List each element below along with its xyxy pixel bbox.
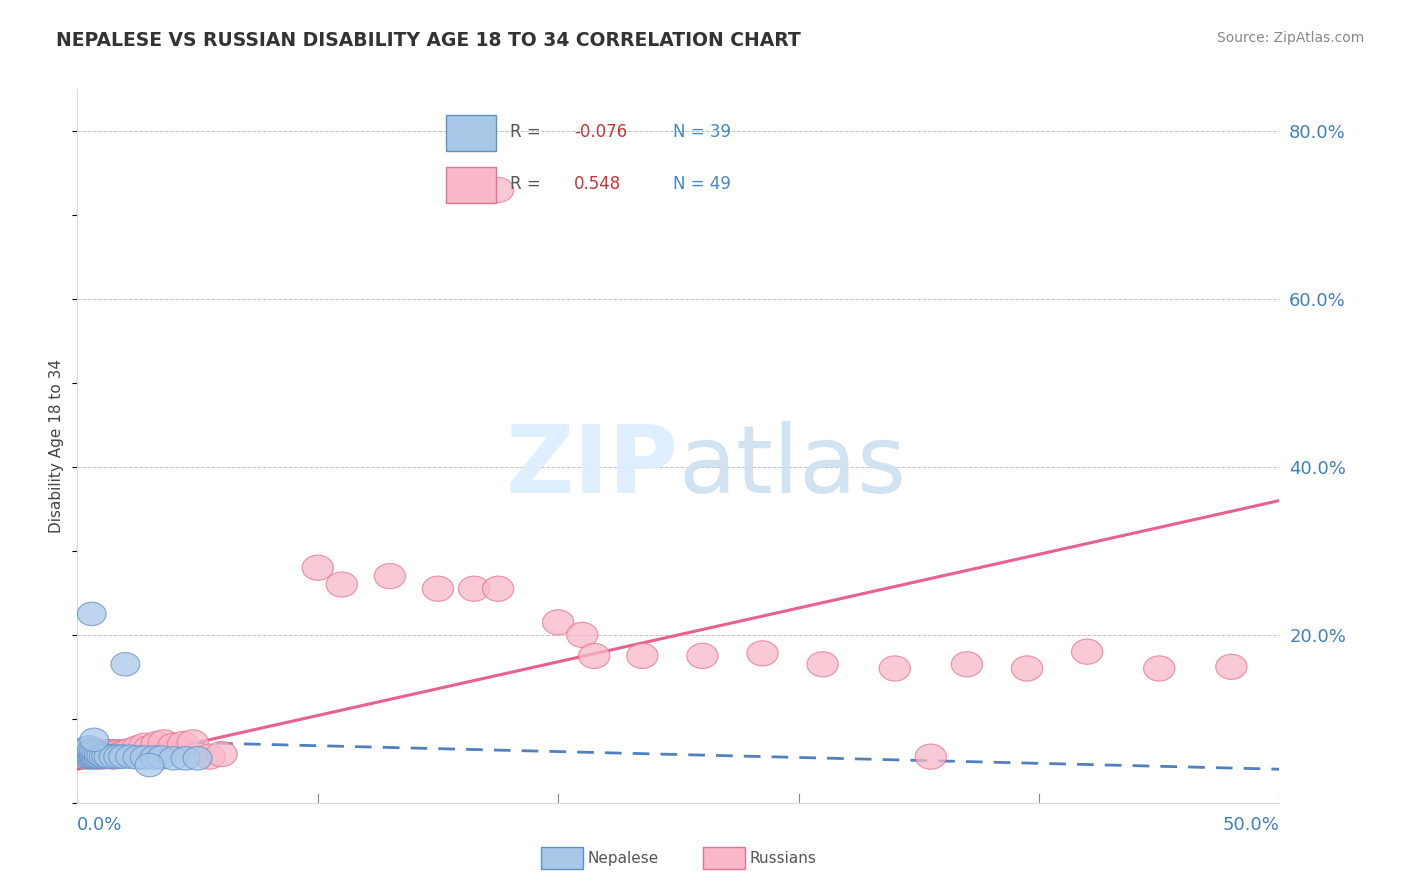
Ellipse shape [141,731,173,756]
Text: 0.0%: 0.0% [77,816,122,834]
Ellipse shape [148,730,180,755]
Ellipse shape [90,745,118,768]
Ellipse shape [482,576,513,601]
Ellipse shape [75,739,104,763]
Ellipse shape [579,643,610,668]
Ellipse shape [67,740,97,764]
Ellipse shape [80,742,108,766]
Ellipse shape [183,747,212,770]
Ellipse shape [458,576,489,601]
Ellipse shape [1011,656,1043,681]
Text: 50.0%: 50.0% [1223,816,1279,834]
Ellipse shape [205,741,238,767]
Ellipse shape [159,747,188,770]
Ellipse shape [1216,654,1247,680]
Ellipse shape [75,736,104,759]
Ellipse shape [84,742,114,766]
Ellipse shape [194,744,225,769]
Ellipse shape [148,746,176,769]
Ellipse shape [108,745,138,768]
Ellipse shape [422,576,454,601]
Ellipse shape [157,733,190,758]
Ellipse shape [76,744,107,769]
Ellipse shape [73,739,105,765]
Ellipse shape [807,652,838,677]
Ellipse shape [374,564,405,589]
Ellipse shape [79,741,110,767]
Text: Source: ZipAtlas.com: Source: ZipAtlas.com [1216,31,1364,45]
Ellipse shape [77,745,107,768]
Ellipse shape [167,731,198,756]
Ellipse shape [135,753,165,777]
Ellipse shape [69,741,100,767]
Ellipse shape [77,739,107,763]
Text: NEPALESE VS RUSSIAN DISABILITY AGE 18 TO 34 CORRELATION CHART: NEPALESE VS RUSSIAN DISABILITY AGE 18 TO… [56,31,801,50]
Ellipse shape [70,739,98,763]
Ellipse shape [77,742,107,766]
Ellipse shape [93,741,124,767]
Ellipse shape [879,656,911,681]
Ellipse shape [326,572,357,597]
Ellipse shape [73,745,101,768]
Ellipse shape [75,742,104,766]
Text: ZIP: ZIP [506,421,679,514]
Ellipse shape [80,728,108,752]
Text: Nepalese: Nepalese [588,851,659,865]
Ellipse shape [80,739,108,763]
Ellipse shape [94,745,122,768]
Ellipse shape [82,745,111,768]
Ellipse shape [122,746,152,769]
Ellipse shape [139,746,169,769]
Ellipse shape [129,733,160,758]
Ellipse shape [482,178,513,202]
Ellipse shape [86,744,117,769]
Ellipse shape [82,744,112,769]
Ellipse shape [131,746,159,769]
Ellipse shape [104,745,132,768]
Ellipse shape [115,745,145,768]
Ellipse shape [87,744,115,767]
Ellipse shape [70,742,98,766]
Ellipse shape [172,747,200,770]
Ellipse shape [77,602,107,625]
Ellipse shape [103,739,134,765]
Ellipse shape [75,745,104,768]
Ellipse shape [110,739,141,765]
Ellipse shape [89,739,120,765]
Ellipse shape [73,737,101,760]
Y-axis label: Disability Age 18 to 34: Disability Age 18 to 34 [49,359,65,533]
Ellipse shape [915,744,946,769]
Ellipse shape [90,741,122,767]
Ellipse shape [302,555,333,581]
Ellipse shape [122,736,153,761]
Ellipse shape [100,741,131,767]
Ellipse shape [747,640,778,666]
Ellipse shape [111,653,139,676]
Ellipse shape [177,730,208,755]
Ellipse shape [627,643,658,668]
Ellipse shape [105,741,136,767]
Ellipse shape [80,745,108,768]
Ellipse shape [115,739,146,764]
Ellipse shape [72,744,103,769]
Ellipse shape [543,610,574,635]
Ellipse shape [98,744,129,769]
Ellipse shape [1071,639,1102,665]
Text: Russians: Russians [749,851,817,865]
Ellipse shape [84,745,114,768]
Ellipse shape [686,643,718,668]
Ellipse shape [73,740,101,764]
Ellipse shape [83,739,115,765]
Ellipse shape [82,740,111,764]
Ellipse shape [91,744,121,767]
Ellipse shape [96,739,127,765]
Text: atlas: atlas [679,421,907,514]
Ellipse shape [134,736,165,761]
Ellipse shape [567,623,598,648]
Ellipse shape [1143,656,1175,681]
Ellipse shape [952,652,983,677]
Ellipse shape [98,745,128,768]
